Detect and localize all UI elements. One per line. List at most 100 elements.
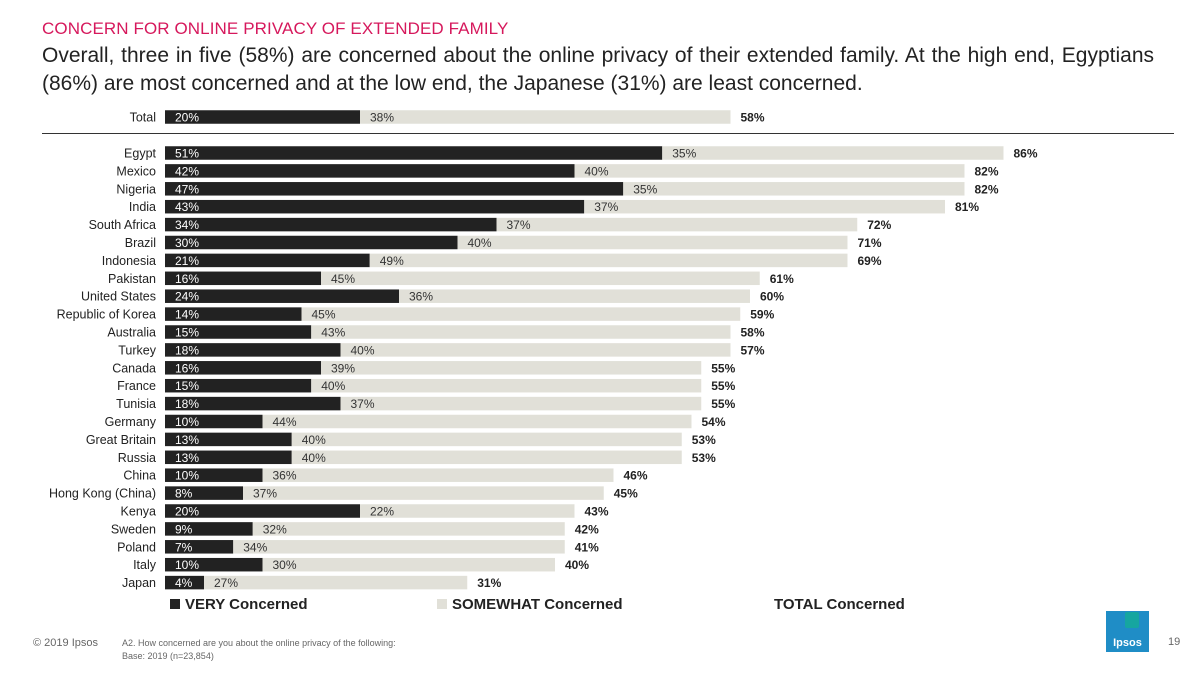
row-21-somewhat-value: 32%	[263, 522, 287, 536]
row-1-somewhat-value: 40%	[585, 164, 609, 178]
row-0-category-label: Egypt	[124, 147, 156, 161]
row-7-very-bar	[165, 271, 321, 286]
row-4-very-bar	[165, 217, 497, 232]
total-divider	[42, 133, 1174, 134]
row-14-very-bar	[165, 396, 341, 411]
row-3-category-label: India	[129, 200, 156, 214]
legend-very-label: VERY Concerned	[185, 596, 308, 613]
row-18-total-value: 46%	[624, 469, 648, 483]
row-13-total-value: 55%	[711, 379, 735, 393]
total-row-somewhat-value: 38%	[370, 111, 394, 125]
row-19-very-bar	[165, 486, 243, 500]
row-10-very-bar	[165, 325, 312, 339]
row-20-category-label: Kenya	[121, 505, 156, 519]
row-11-somewhat-bar	[340, 343, 731, 357]
row-23-category-label: Italy	[133, 558, 157, 572]
row-12-very-value: 16%	[175, 361, 199, 375]
row-16-somewhat-bar	[291, 432, 682, 447]
row-16-very-bar	[165, 432, 292, 447]
logo-mark-icon	[1125, 612, 1139, 628]
row-4-somewhat-bar	[496, 217, 858, 232]
row-3-very-bar	[165, 199, 585, 214]
row-0-somewhat-bar	[662, 146, 1004, 160]
row-21-somewhat-bar	[252, 522, 565, 536]
legend-total-label: TOTAL Concerned	[774, 596, 905, 613]
row-24-very-value: 4%	[175, 576, 193, 590]
row-20-somewhat-bar	[360, 504, 575, 518]
row-5-somewhat-bar	[457, 235, 848, 250]
row-19-total-value: 45%	[614, 487, 638, 501]
row-16-very-value: 13%	[175, 433, 199, 447]
row-15-very-bar	[165, 414, 263, 429]
row-10-somewhat-bar	[311, 325, 731, 339]
row-11-very-bar	[165, 343, 341, 357]
row-8-somewhat-value: 36%	[409, 290, 433, 304]
row-1-total-value: 82%	[975, 164, 999, 178]
row-0-very-value: 51%	[175, 147, 199, 161]
row-7-total-value: 61%	[770, 272, 794, 286]
row-17-very-bar	[165, 450, 292, 465]
total-row-very-value: 20%	[175, 111, 199, 125]
row-23-total-value: 40%	[565, 558, 589, 572]
page-headline: Overall, three in five (58%) are concern…	[42, 44, 1154, 95]
row-0-very-bar	[165, 146, 663, 160]
legend-very: VERY Concerned	[170, 596, 308, 613]
row-14-very-value: 18%	[175, 397, 199, 411]
row-23-somewhat-bar	[262, 557, 555, 572]
question-text: A2. How concerned are you about the onli…	[122, 638, 396, 648]
row-6-somewhat-bar	[369, 253, 848, 268]
row-3-somewhat-value: 37%	[594, 200, 618, 214]
row-1-somewhat-bar	[574, 164, 965, 178]
row-2-very-value: 47%	[175, 182, 199, 196]
row-8-very-bar	[165, 289, 399, 303]
row-9-very-value: 14%	[175, 308, 199, 322]
row-10-category-label: Australia	[107, 326, 156, 340]
row-9-somewhat-value: 45%	[312, 308, 336, 322]
page-number: 19	[1168, 636, 1181, 648]
row-1-category-label: Mexico	[116, 164, 156, 178]
row-11-category-label: Turkey	[118, 343, 156, 357]
row-3-very-value: 43%	[175, 200, 199, 214]
row-18-very-bar	[165, 468, 263, 482]
row-10-somewhat-value: 43%	[321, 326, 345, 340]
row-24-category-label: Japan	[122, 576, 156, 590]
row-12-category-label: Canada	[112, 361, 156, 375]
row-15-category-label: Germany	[105, 415, 157, 429]
row-0-total-value: 86%	[1014, 147, 1038, 161]
row-1-very-bar	[165, 164, 575, 178]
row-6-very-bar	[165, 253, 370, 268]
row-12-somewhat-bar	[321, 361, 702, 375]
legend-very-swatch	[170, 599, 180, 609]
row-20-total-value: 43%	[585, 505, 609, 519]
row-17-very-value: 13%	[175, 451, 199, 465]
section-kicker: CONCERN FOR ONLINE PRIVACY OF EXTENDED F…	[42, 19, 509, 38]
row-24-somewhat-value: 27%	[214, 576, 238, 590]
total-row-category-label: Total	[130, 111, 156, 125]
row-21-very-bar	[165, 522, 253, 536]
row-19-somewhat-value: 37%	[253, 487, 277, 501]
logo-text: Ipsos	[1113, 637, 1142, 649]
row-5-very-value: 30%	[175, 236, 199, 250]
row-23-very-value: 10%	[175, 558, 199, 572]
row-22-category-label: Poland	[117, 540, 156, 554]
row-3-total-value: 81%	[955, 200, 979, 214]
legend-somewhat: SOMEWHAT Concerned	[437, 596, 623, 613]
row-13-category-label: France	[117, 379, 156, 393]
row-16-somewhat-value: 40%	[302, 433, 326, 447]
row-4-somewhat-value: 37%	[507, 218, 531, 232]
legend-somewhat-label: SOMEWHAT Concerned	[452, 596, 623, 613]
row-9-category-label: Republic of Korea	[57, 308, 156, 322]
row-12-total-value: 55%	[711, 361, 735, 375]
row-5-category-label: Brazil	[125, 236, 156, 250]
row-2-total-value: 82%	[975, 182, 999, 196]
row-16-category-label: Great Britain	[86, 433, 156, 447]
row-11-total-value: 57%	[741, 343, 765, 357]
row-17-total-value: 53%	[692, 451, 716, 465]
total-row-somewhat-bar	[360, 110, 731, 124]
row-8-category-label: United States	[81, 290, 156, 304]
row-0-somewhat-value: 35%	[672, 147, 696, 161]
row-13-very-value: 15%	[175, 379, 199, 393]
row-13-very-bar	[165, 378, 312, 393]
row-8-very-value: 24%	[175, 290, 199, 304]
row-2-somewhat-bar	[623, 182, 965, 196]
